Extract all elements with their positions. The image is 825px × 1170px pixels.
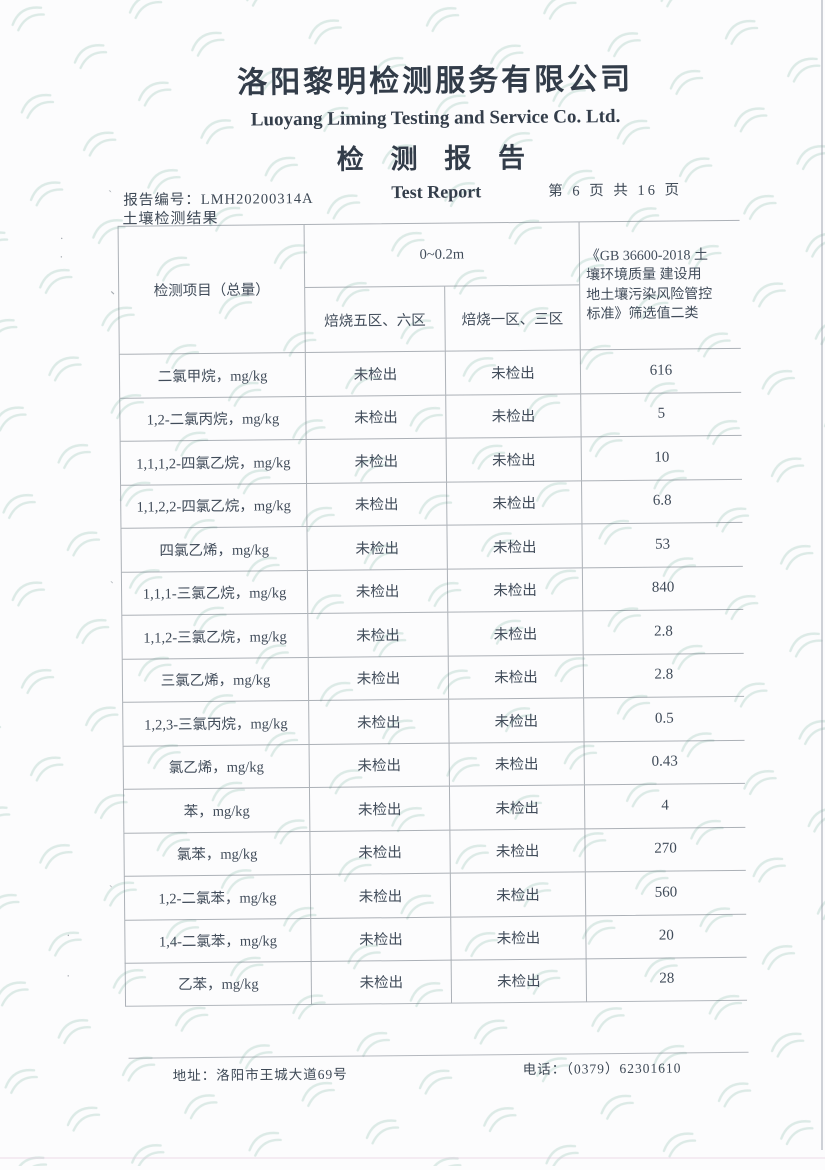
zone13-value-cell: 未检出	[448, 784, 585, 830]
page-indicator: 第 6 页 共 16 页	[548, 182, 683, 200]
zone56-value-cell: 未检出	[306, 524, 447, 570]
zone56-value-cell: 未检出	[306, 481, 447, 527]
item-cell: 三氯乙烯，mg/kg	[121, 656, 309, 702]
scan-artifact: `	[108, 882, 113, 897]
zone13-value-cell: 未检出	[450, 914, 586, 960]
zone13-value-cell: 未检出	[446, 523, 582, 569]
item-cell: 苯，mg/kg	[122, 787, 310, 833]
limit-value-cell: 560	[584, 869, 747, 915]
depth-header: 0~0.2m	[303, 221, 580, 288]
limit-value-cell: 616	[579, 347, 742, 393]
zone56-value-cell: 未检出	[306, 568, 448, 614]
limit-value-cell: 10	[580, 434, 743, 480]
zone13-value-cell: 未检出	[450, 958, 587, 1004]
zone56-value-cell: 未检出	[307, 655, 449, 701]
title-block: 洛阳黎明检测服务有限公司 Luoyang Liming Testing and …	[50, 52, 821, 206]
zone56-value-cell: 未检出	[308, 742, 449, 788]
item-cell: 1,4-二氯苯，mg/kg	[124, 917, 311, 963]
zone13-value-cell: 未检出	[449, 871, 586, 917]
scan-artifact: ·	[66, 928, 71, 943]
limit-value-cell: 840	[581, 565, 744, 611]
standard-header-line: 地土壤污染风险管控	[586, 286, 713, 303]
zone56-value-cell: 未检出	[308, 698, 449, 744]
zone13-value-cell: 未检出	[449, 827, 585, 873]
footer-phone: 电话：（0379）62301610	[522, 1060, 682, 1077]
limit-value-cell: 5	[580, 391, 742, 437]
item-cell: 1,2,3-三氯丙烷，mg/kg	[122, 700, 309, 746]
item-cell: 四氯乙烯，mg/kg	[120, 526, 307, 572]
scan-artifact: `	[108, 187, 113, 202]
zone56-value-cell: 未检出	[309, 872, 451, 918]
zone13-value-cell: 未检出	[444, 349, 581, 395]
limit-value-cell: 28	[585, 956, 748, 1002]
item-cell: 二氯甲烷，mg/kg	[118, 352, 306, 398]
item-cell: 1,1,2-三氯乙烷，mg/kg	[121, 613, 308, 659]
item-cell: 1,2-二氯苯，mg/kg	[123, 873, 311, 920]
company-name-cn: 洛阳黎明检测服务有限公司	[237, 62, 634, 100]
item-cell: 1,1,1-三氯乙烷，mg/kg	[120, 569, 308, 615]
limit-value-cell: 6.8	[581, 478, 743, 524]
item-column-header: 检测项目（总量）	[117, 224, 305, 354]
scan-edge-bottom	[0, 1157, 825, 1159]
zone56-header: 焙烧五区、六区	[304, 285, 445, 353]
company-name-en: Luoyang Liming Testing and Service Co. L…	[250, 105, 621, 131]
zone56-value-cell: 未检出	[310, 916, 451, 961]
report-number-value: LMH20200314A	[200, 190, 314, 209]
scan-artifact: .	[59, 246, 63, 261]
zone56-value-cell: 未检出	[307, 611, 448, 657]
soil-results-table: 检测项目（总量） 0~0.2m 焙烧五区、六区 焙烧一区、三区 《GB 3660…	[117, 219, 748, 1007]
item-cell: 乙苯，mg/kg	[124, 960, 312, 1007]
limit-value-cell: 0.5	[583, 695, 745, 741]
standard-header: 《GB 36600-2018 土 壤环境质量 建设用 地土壤污染风险管控 标准》…	[578, 219, 741, 350]
zone13-value-cell: 未检出	[447, 610, 583, 656]
scan-edge-right	[821, 0, 823, 1150]
zone56-value-cell: 未检出	[310, 959, 452, 1005]
standard-header-line: 《GB 36600-2018 土	[585, 247, 709, 264]
item-cell: 1,2-二氯丙烷，mg/kg	[119, 395, 306, 441]
report-title-cn: 检 测 报 告	[336, 142, 536, 175]
scan-artifact: `	[109, 578, 115, 593]
zone56-value-cell: 未检出	[305, 394, 446, 440]
footer-address: 地址：洛阳市王城大道69号	[172, 1066, 348, 1084]
zone56-value-cell: 未检出	[308, 785, 450, 831]
item-cell: 氯乙烯，mg/kg	[122, 743, 309, 789]
zone56-value-cell: 未检出	[305, 437, 447, 483]
zone13-value-cell: 未检出	[447, 653, 584, 699]
scan-artifact: 、	[110, 282, 123, 297]
zone13-value-cell: 未检出	[446, 566, 583, 612]
limit-value-cell: 20	[585, 913, 747, 959]
item-cell: 1,1,2,2-四氯乙烷，mg/kg	[120, 482, 307, 528]
limit-value-cell: 270	[584, 826, 746, 872]
zone13-value-cell: 未检出	[446, 479, 582, 525]
limit-value-cell: 53	[581, 521, 743, 567]
item-cell: 氯苯，mg/kg	[123, 830, 310, 876]
zone13-value-cell: 未检出	[445, 392, 581, 438]
zone13-value-cell: 未检出	[448, 740, 584, 786]
limit-value-cell: 2.8	[582, 652, 745, 698]
zone56-value-cell: 未检出	[304, 350, 446, 396]
zone13-header: 焙烧一区、三区	[444, 284, 580, 351]
zone13-value-cell: 未检出	[445, 436, 582, 482]
zone56-value-cell: 未检出	[309, 829, 450, 874]
item-cell: 1,1,1,2-四氯乙烷，mg/kg	[119, 439, 307, 485]
limit-value-cell: 4	[583, 782, 746, 828]
standard-header-line: 标准》筛选值二类	[586, 306, 699, 323]
standard-header-line: 壤环境质量 建设用	[585, 267, 702, 284]
scan-artifact: .	[66, 965, 70, 980]
limit-value-cell: 2.8	[582, 608, 744, 654]
limit-value-cell: 0.43	[583, 739, 745, 785]
scan-artifact: ·	[59, 231, 64, 246]
zone13-value-cell: 未检出	[448, 697, 584, 743]
